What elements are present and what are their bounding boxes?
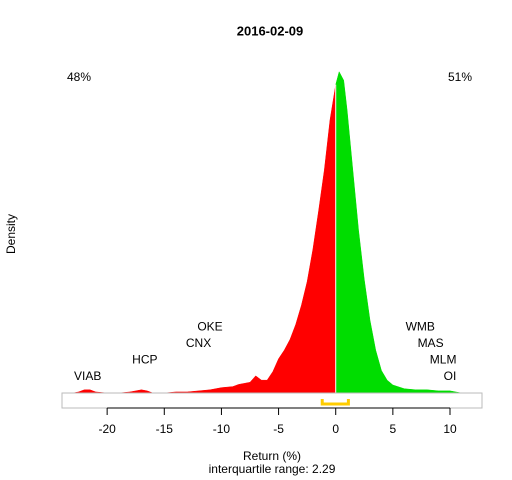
- outlier-label: MAS: [418, 336, 444, 350]
- x-tick-label: -15: [156, 422, 174, 436]
- outlier-label: HCP: [132, 353, 157, 367]
- x-tick-label: 0: [332, 422, 339, 436]
- subtitle: interquartile range: 2.29: [209, 462, 336, 476]
- density-area: [335, 71, 462, 394]
- outlier-label: CNX: [186, 336, 211, 350]
- x-tick-label: -10: [213, 422, 231, 436]
- outlier-label: VIAB: [74, 369, 101, 383]
- outlier-label: OKE: [197, 320, 222, 334]
- baseline-box: [61, 392, 483, 409]
- x-tick-label: -5: [273, 422, 284, 436]
- share-label: 51%: [448, 70, 472, 84]
- outlier-label: MLM: [430, 353, 457, 367]
- share-label: 48%: [67, 70, 91, 84]
- x-tick-label: 10: [443, 422, 457, 436]
- iqr-bracket: [320, 399, 350, 406]
- x-axis-label: Return (%): [243, 449, 301, 463]
- y-axis-label: Density: [4, 214, 18, 254]
- x-tick-label: 5: [390, 422, 397, 436]
- x-tick-label: -20: [98, 422, 116, 436]
- outlier-label: OI: [444, 369, 457, 383]
- outlier-label: WMB: [406, 320, 435, 334]
- chart-title: 2016-02-09: [237, 23, 304, 38]
